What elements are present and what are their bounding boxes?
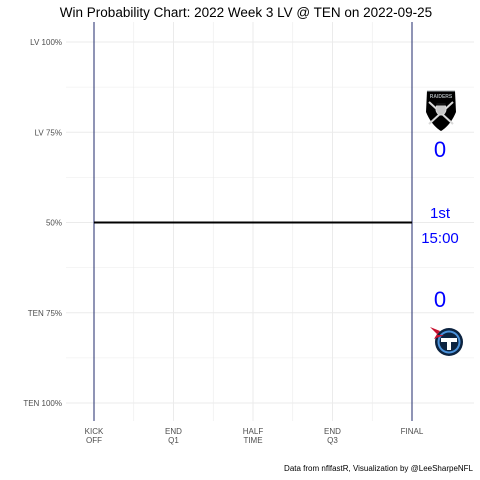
x-tick-label: Q3 bbox=[327, 436, 338, 445]
x-tick-label: END bbox=[324, 427, 341, 436]
game-quarter: 1st bbox=[430, 205, 451, 222]
home-score: 0 bbox=[434, 287, 446, 312]
x-tick-label: TIME bbox=[243, 436, 262, 445]
chart-title: Win Probability Chart: 2022 Week 3 LV @ … bbox=[60, 5, 432, 20]
x-tick-label: KICK bbox=[85, 427, 104, 436]
x-tick-label: HALF bbox=[243, 427, 264, 436]
raiders-logo-icon: RAIDERS bbox=[426, 90, 456, 131]
x-tick-label: END bbox=[165, 427, 182, 436]
x-tick-label: Q1 bbox=[168, 436, 179, 445]
x-tick-label: OFF bbox=[86, 436, 102, 445]
y-tick-label: 50% bbox=[46, 219, 62, 228]
svg-text:RAIDERS: RAIDERS bbox=[430, 94, 453, 100]
y-tick-label: LV 75% bbox=[35, 128, 62, 137]
y-tick-label: TEN 100% bbox=[23, 399, 62, 408]
y-tick-label: TEN 75% bbox=[28, 309, 62, 318]
x-tick-label: FINAL bbox=[401, 427, 424, 436]
chart-caption: Data from nflfastR, Visualization by @Le… bbox=[284, 464, 474, 473]
y-axis-ticks: LV 100% LV 75% 50% TEN 75% TEN 100% bbox=[23, 38, 62, 408]
titans-logo-icon bbox=[430, 327, 463, 356]
y-tick-label: LV 100% bbox=[30, 38, 62, 47]
away-score: 0 bbox=[434, 137, 446, 162]
game-clock: 15:00 bbox=[421, 230, 459, 247]
